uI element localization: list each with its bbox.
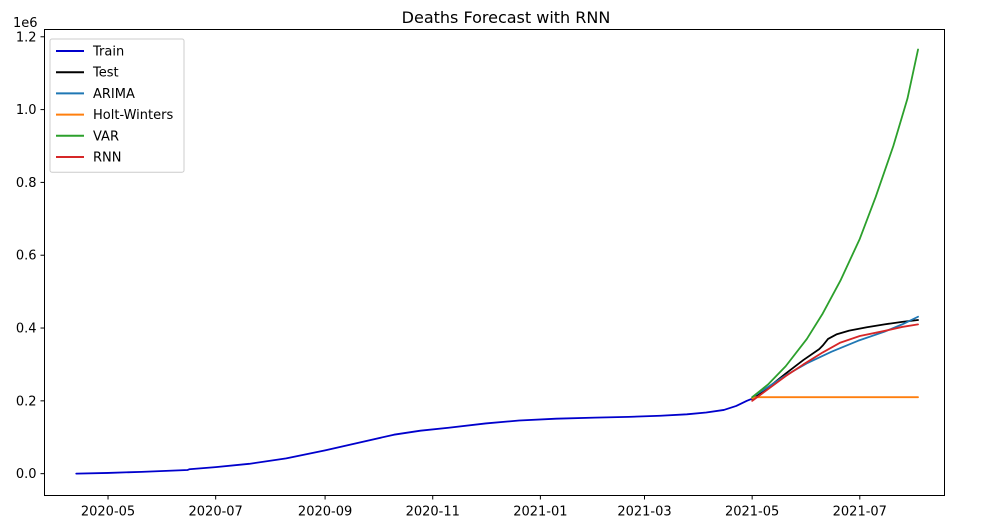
chart-title: Deaths Forecast with RNN — [402, 8, 611, 27]
x-tick-label: 2020-05 — [81, 505, 135, 520]
y-tick-label: 0.0 — [16, 467, 37, 482]
x-tick-label: 2020-09 — [298, 505, 352, 520]
y-axis: 0.0 0.2 0.4 0.6 0.8 1.0 1.2 — [16, 30, 45, 482]
y-tick-label: 0.6 — [16, 249, 37, 264]
series-line-test — [751, 319, 919, 400]
y-tick-label: 1.2 — [16, 30, 37, 45]
y-tick-label: 0.8 — [16, 176, 37, 191]
legend-label: VAR — [93, 129, 119, 144]
y-offset-label: 1e6 — [13, 16, 38, 31]
legend-label: Test — [92, 66, 119, 81]
x-tick-label: 2021-05 — [725, 505, 779, 520]
legend-label: Train — [92, 45, 124, 60]
y-tick-label: 1.0 — [16, 103, 37, 118]
x-tick-label: 2021-03 — [617, 505, 671, 520]
x-tick-label: 2021-07 — [833, 505, 887, 520]
legend-label: RNN — [93, 151, 121, 166]
x-axis: 2020-05 2020-07 2020-09 2020-11 2021-01 2021-… — [81, 495, 887, 520]
y-tick-label: 0.4 — [16, 322, 37, 337]
y-tick-label: 0.2 — [16, 394, 37, 409]
legend: Train Test ARIMA Holt-Winters VAR RNN — [49, 38, 185, 173]
x-tick-label: 2020-07 — [189, 505, 243, 520]
x-tick-label: 2021-01 — [513, 505, 567, 520]
x-tick-label: 2020-11 — [406, 505, 460, 520]
series-line-train — [75, 397, 754, 475]
series-line-arima — [751, 315, 919, 399]
legend-label: ARIMA — [93, 87, 135, 102]
legend-label: Holt-Winters — [93, 108, 173, 123]
series-line-holt-winters — [751, 396, 919, 400]
plot-area — [44, 29, 945, 496]
series-line-rnn — [751, 323, 919, 402]
series-line-var — [751, 48, 919, 399]
series-layer — [75, 48, 919, 475]
